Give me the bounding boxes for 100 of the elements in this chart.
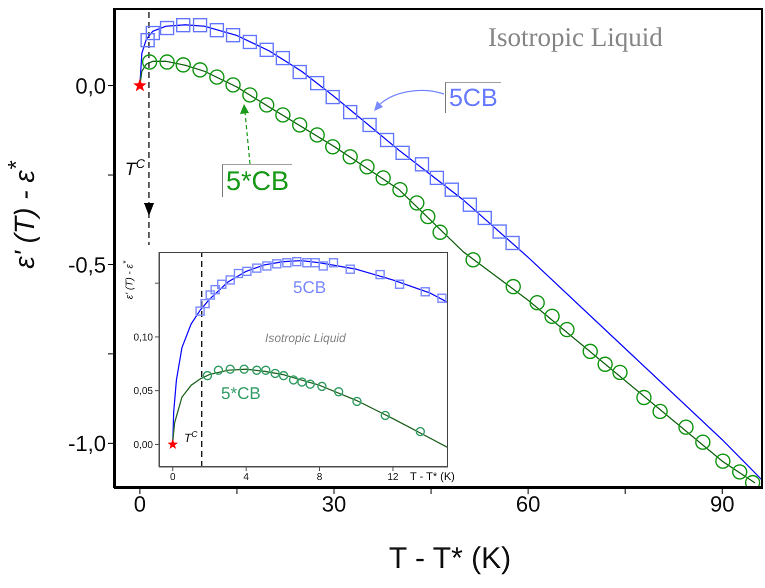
point bbox=[529, 295, 545, 310]
point bbox=[282, 258, 292, 268]
point bbox=[225, 77, 241, 93]
point bbox=[209, 69, 225, 85]
point bbox=[395, 146, 410, 160]
y-tick-label: 0,05 bbox=[134, 386, 154, 398]
point bbox=[715, 453, 731, 469]
point bbox=[492, 224, 507, 239]
point bbox=[462, 198, 478, 212]
x-tick-label: 0 bbox=[170, 472, 176, 484]
ref-line-label: T$^{C}$ bbox=[184, 429, 198, 445]
text: 5CB bbox=[445, 82, 501, 113]
point bbox=[168, 438, 178, 449]
point bbox=[160, 20, 174, 36]
x-tick-label: 60 bbox=[516, 492, 540, 517]
ref-line-label: T$^{C}$ bbox=[124, 157, 146, 179]
point bbox=[297, 377, 307, 387]
point bbox=[242, 87, 258, 103]
point bbox=[270, 368, 280, 378]
point bbox=[292, 256, 302, 266]
series-label: 5CB bbox=[292, 278, 328, 298]
point bbox=[309, 127, 325, 143]
point bbox=[359, 159, 375, 175]
point bbox=[214, 366, 224, 375]
point bbox=[195, 306, 205, 316]
point bbox=[310, 76, 324, 90]
point bbox=[275, 107, 291, 123]
point bbox=[695, 434, 711, 450]
point bbox=[210, 284, 220, 294]
x-axis-title: T - T* (K) bbox=[410, 471, 455, 483]
point bbox=[225, 364, 235, 374]
point bbox=[437, 294, 447, 303]
point bbox=[318, 261, 328, 271]
point bbox=[678, 419, 694, 435]
point bbox=[225, 275, 235, 285]
point bbox=[652, 404, 668, 420]
point bbox=[142, 54, 158, 70]
point bbox=[334, 387, 344, 396]
point bbox=[239, 364, 249, 374]
annotation: Isotropic Liquid bbox=[265, 331, 346, 345]
point bbox=[544, 308, 560, 324]
point bbox=[732, 464, 748, 480]
point bbox=[612, 364, 628, 380]
x-tick-label: 4 bbox=[243, 472, 250, 484]
point bbox=[420, 287, 430, 296]
point bbox=[242, 266, 252, 276]
point bbox=[505, 236, 520, 250]
point bbox=[292, 64, 307, 80]
point bbox=[192, 62, 208, 78]
x-tick-label: 12 bbox=[387, 472, 399, 484]
point bbox=[744, 474, 760, 488]
annotation: Isotropic Liquid bbox=[488, 22, 663, 53]
point bbox=[597, 356, 613, 372]
point bbox=[478, 210, 492, 226]
point bbox=[302, 258, 312, 268]
point bbox=[276, 50, 290, 66]
y-tick-label: -0,5 bbox=[68, 252, 106, 278]
point bbox=[242, 34, 258, 50]
point bbox=[176, 18, 190, 32]
point bbox=[252, 366, 262, 375]
x-tick-label: 0 bbox=[134, 492, 146, 517]
point bbox=[305, 380, 315, 389]
y-tick-label: 0,10 bbox=[134, 332, 154, 344]
point bbox=[328, 258, 338, 268]
y-tick-label: 0,0 bbox=[75, 73, 106, 98]
point bbox=[506, 278, 521, 294]
point bbox=[234, 268, 244, 278]
point bbox=[205, 290, 215, 300]
point bbox=[288, 375, 298, 385]
series-label: 5*CB bbox=[220, 384, 262, 404]
point bbox=[252, 263, 262, 273]
point bbox=[380, 132, 394, 148]
point bbox=[430, 170, 444, 186]
series-label: 5*CB bbox=[222, 164, 292, 198]
point bbox=[310, 258, 320, 268]
point bbox=[414, 157, 430, 172]
y-tick-label: 0,00 bbox=[134, 440, 154, 451]
point bbox=[325, 139, 340, 154]
point bbox=[582, 344, 598, 360]
point bbox=[416, 426, 425, 436]
point bbox=[392, 182, 408, 198]
point bbox=[217, 280, 226, 289]
point bbox=[176, 57, 191, 73]
point bbox=[352, 396, 362, 406]
point bbox=[420, 208, 436, 224]
point bbox=[278, 370, 288, 380]
point bbox=[261, 366, 270, 375]
point bbox=[192, 18, 208, 32]
point bbox=[380, 410, 390, 420]
point bbox=[226, 28, 240, 42]
x-tick-label: 8 bbox=[316, 472, 323, 484]
x-axis-title: T - T* (K) bbox=[388, 542, 512, 576]
point bbox=[465, 252, 481, 268]
point bbox=[346, 264, 355, 274]
point bbox=[210, 22, 224, 38]
point bbox=[200, 298, 210, 308]
point bbox=[444, 182, 459, 197]
point bbox=[394, 280, 404, 289]
point bbox=[159, 54, 175, 70]
point bbox=[146, 26, 160, 40]
